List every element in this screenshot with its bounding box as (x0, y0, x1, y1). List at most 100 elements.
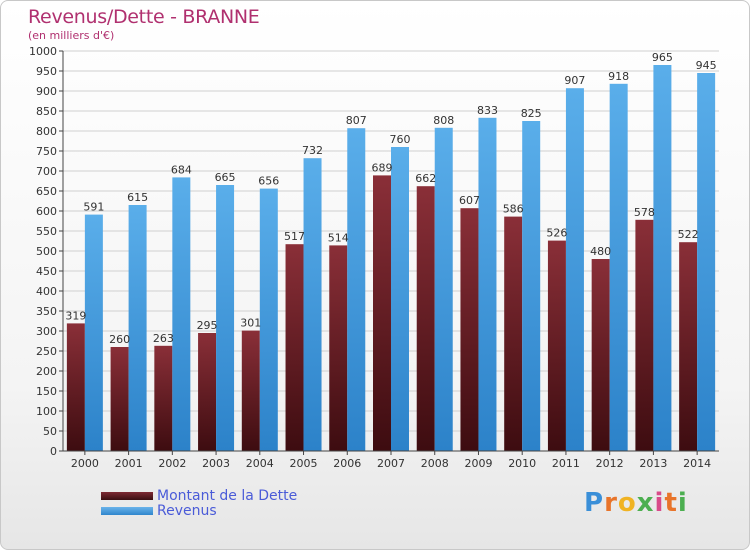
chart-subtitle: (en milliers d'€) (28, 29, 115, 42)
label-revenue-2009: 833 (477, 104, 498, 117)
x-tick-label-2008: 2008 (421, 457, 449, 470)
x-tick-label-2007: 2007 (377, 457, 405, 470)
x-tick-label-2011: 2011 (552, 457, 580, 470)
y-tick-label: 550 (36, 225, 57, 238)
bar-revenue-2004 (259, 188, 278, 451)
bar-revenue-2007 (391, 147, 409, 451)
bar-revenue-2012 (609, 83, 628, 452)
y-tick-label: 900 (36, 85, 57, 98)
label-debt-2003: 295 (197, 319, 218, 332)
label-debt-2004: 301 (240, 317, 261, 330)
label-revenue-2005: 732 (302, 144, 323, 157)
y-tick-label: 650 (36, 185, 57, 198)
y-tick-label: 850 (36, 105, 57, 118)
label-debt-2011: 526 (546, 227, 567, 240)
bar-debt-2010 (504, 216, 523, 451)
y-tick-label: 800 (36, 125, 57, 138)
y-tick-label: 950 (36, 65, 57, 78)
bar-debt-2008 (416, 186, 435, 451)
label-debt-2010: 586 (503, 203, 524, 216)
bar-revenue-2003 (216, 185, 235, 451)
x-tick-label-2004: 2004 (246, 457, 274, 470)
bar-revenue-2010 (522, 121, 541, 451)
bar-revenue-2011 (565, 88, 584, 451)
legend: Montant de la Dette Revenus (101, 487, 298, 519)
legend-swatch-revenue (101, 506, 153, 515)
legend-label-debt: Montant de la Dette (157, 487, 298, 504)
y-tick-label: 150 (36, 385, 57, 398)
x-tick-label-2013: 2013 (639, 457, 667, 470)
bar-revenue-2002 (172, 177, 191, 451)
legend-swatch-debt (101, 491, 153, 500)
bar-debt-2005 (285, 244, 304, 451)
x-tick-label-2001: 2001 (115, 457, 143, 470)
label-revenue-2014: 945 (696, 59, 717, 72)
bar-revenue-2009 (478, 117, 497, 452)
y-tick-label: 250 (36, 345, 57, 358)
y-tick-label: 400 (36, 285, 57, 298)
y-tick-label: 700 (36, 165, 57, 178)
bar-debt-2000 (66, 323, 85, 451)
bar-revenue-2005 (303, 158, 322, 451)
y-tick-label: 300 (36, 325, 57, 338)
bar-debt-2009 (460, 208, 479, 451)
label-revenue-2006: 807 (346, 114, 367, 127)
label-debt-2009: 607 (459, 194, 480, 207)
label-debt-2000: 319 (65, 309, 86, 322)
bar-debt-2012 (591, 259, 610, 451)
label-debt-2002: 263 (153, 332, 174, 345)
label-revenue-2001: 615 (127, 191, 148, 204)
legend-item-revenue: Revenus (101, 502, 297, 519)
bar-revenue-2001 (128, 205, 147, 451)
label-debt-2008: 662 (415, 172, 436, 185)
label-revenue-2002: 684 (171, 163, 192, 176)
y-tick-label: 1000 (29, 45, 57, 58)
x-tick-label-2000: 2000 (71, 457, 99, 470)
chart-title: Revenus/Dette - BRANNE (28, 6, 260, 28)
bar-debt-2003 (198, 333, 217, 451)
label-debt-2012: 480 (590, 245, 611, 258)
y-tick-label: 600 (36, 205, 57, 218)
y-tick-label: 0 (50, 445, 57, 458)
x-tick-label-2002: 2002 (158, 457, 186, 470)
bar-revenue-2008 (434, 127, 453, 452)
x-tick-label-2003: 2003 (202, 457, 230, 470)
bar-revenue-2000 (84, 214, 103, 451)
bar-debt-2001 (110, 347, 129, 451)
x-tick-label-2012: 2012 (596, 457, 624, 470)
bar-revenue-2013 (653, 65, 672, 451)
y-tick-label: 450 (36, 265, 57, 278)
label-debt-2007: 689 (372, 161, 393, 174)
label-debt-2013: 578 (634, 206, 655, 219)
label-debt-2014: 522 (678, 228, 699, 241)
label-revenue-2000: 591 (83, 201, 104, 214)
bar-debt-2007 (373, 175, 391, 451)
axes: 0 50 100 150 200 250 300 350 400 450 500 550 600 650 7… (29, 45, 719, 470)
y-tick-label: 200 (36, 365, 57, 378)
label-revenue-2012: 918 (608, 70, 629, 83)
x-tick-label-2006: 2006 (333, 457, 361, 470)
label-revenue-2004: 656 (258, 175, 279, 188)
legend-item-debt: Montant de la Dette (101, 487, 298, 504)
bar-debt-2014 (679, 242, 698, 451)
legend-label-revenue: Revenus (157, 502, 217, 519)
bar-debt-2006 (329, 245, 348, 451)
bars (66, 65, 716, 452)
bar-revenue-2006 (347, 128, 366, 451)
label-debt-2001: 260 (109, 333, 130, 346)
bar-debt-2002 (154, 345, 173, 451)
y-tick-label: 750 (36, 145, 57, 158)
label-debt-2005: 517 (284, 230, 305, 243)
y-tick-label: 100 (36, 405, 57, 418)
x-tick-label-2010: 2010 (508, 457, 536, 470)
label-revenue-2008: 808 (433, 114, 454, 127)
label-debt-2006: 514 (328, 231, 349, 244)
x-tick-label-2014: 2014 (683, 457, 711, 470)
label-revenue-2013: 965 (652, 51, 673, 64)
bar-debt-2011 (547, 240, 566, 451)
proxiti-logo: Proxiti (584, 488, 688, 518)
label-revenue-2003: 665 (215, 171, 236, 184)
bar-debt-2013 (635, 219, 654, 451)
